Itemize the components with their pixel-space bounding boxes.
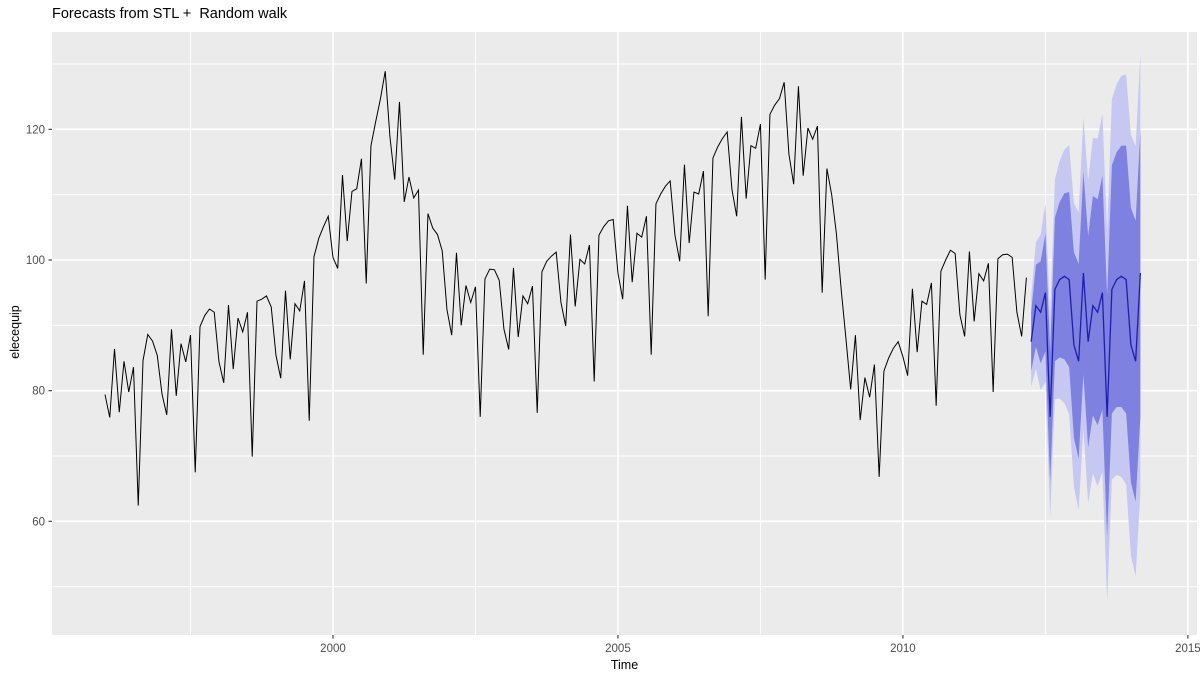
x-tick-label: 2000 <box>320 643 346 655</box>
panel-background <box>52 32 1197 635</box>
y-axis-title: elecequip <box>8 305 22 359</box>
forecast-interval-80-ribbon <box>1031 129 1141 538</box>
y-tick-label: 80 <box>32 386 45 398</box>
x-tick-label: 2005 <box>605 643 631 655</box>
y-tick-label: 60 <box>32 516 45 528</box>
chart-title: Forecasts from STL + Random walk <box>52 6 288 22</box>
observed-series-line <box>104 71 1027 506</box>
y-tick-label: 100 <box>26 255 45 267</box>
forecast-mean-line <box>1030 273 1142 417</box>
y-tick-label: 120 <box>26 124 45 136</box>
x-axis-title: Time <box>610 658 639 672</box>
x-tick-label: 2015 <box>1175 643 1200 655</box>
x-tick-label: 2010 <box>890 643 916 655</box>
